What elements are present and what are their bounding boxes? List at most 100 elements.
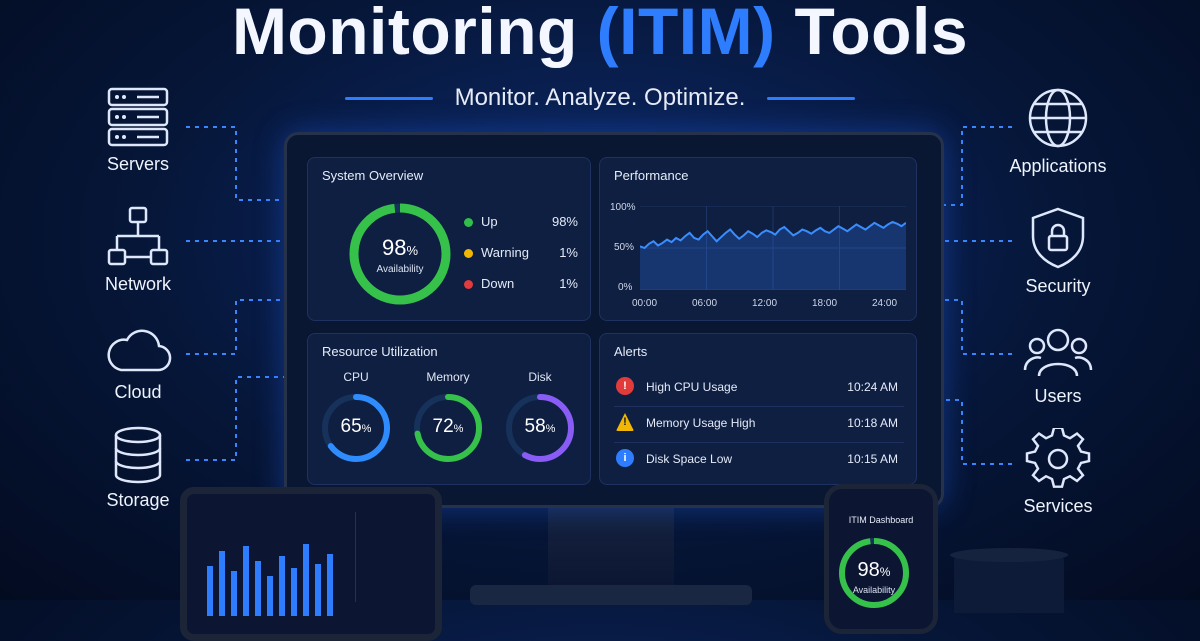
legend-value: 1% [559,245,578,260]
system-overview-panel: System Overview 98% Availability Up 98% W… [307,157,591,321]
node-cloud[interactable]: Cloud [68,320,208,403]
cpu-value: 65% [340,416,372,437]
globe-icon [1028,88,1088,148]
x-tick-label: 18:00 [812,298,838,309]
memory-value: 72% [432,416,464,437]
performance-chart [640,206,906,290]
monitor-base [470,585,752,605]
gear-icon [1025,428,1091,488]
status-dot [464,280,473,290]
x-tick-label: 06:00 [692,298,718,309]
node-storage[interactable]: Storage [68,426,208,511]
y-tick-label: 100% [610,202,636,213]
node-servers[interactable]: Servers [68,86,208,175]
shield-lock-icon [1031,207,1085,269]
panel-title: System Overview [322,168,424,183]
panel-title: Performance [614,168,689,183]
resource-utilization-panel: Resource Utilization CPU Memory Disk 65%… [307,333,591,485]
node-label: Network [104,274,171,294]
coffee-mug-rim [950,548,1068,562]
phone-availability-value: 98% [857,559,891,581]
gauge-fill [506,394,574,462]
legend-warning: Warning 1% [464,245,578,260]
legend-label: Warning [481,245,529,260]
node-services[interactable]: Services [988,428,1128,517]
performance-area [640,221,906,290]
tablet-device [180,487,442,641]
subtitle-row: Monitor. Analyze. Optimize. [0,84,1200,112]
node-users[interactable]: Users [988,324,1128,407]
performance-panel: Performance 100% 50% 0% 00:00 06:00 12:0… [599,157,917,321]
alert-time: 10:18 AM [847,416,898,430]
resource-label: Memory [426,370,470,384]
page-title: Monitoring (ITIM) Tools [231,0,969,68]
node-label: Users [1034,386,1082,406]
availability-ring [349,203,451,305]
phone-device: ITIM Dashboard 98% Availability [824,484,938,634]
node-security[interactable]: Security [988,206,1128,297]
x-tick-label: 24:00 [872,298,898,309]
y-tick-label: 0% [618,282,633,293]
alert-label: High CPU Usage [646,380,738,394]
memory-gauge [414,394,482,462]
coffee-mug [954,553,1064,613]
database-icon [114,426,162,484]
alerts-panel: Alerts ! High CPU Usage 10:24 AM ! Memor… [599,333,917,485]
node-network[interactable]: Network [68,206,208,295]
gauge-fill [322,394,390,462]
node-label: Cloud [114,382,162,402]
node-label: Services [1023,496,1093,516]
monitor-screen: System Overview 98% Availability Up 98% W… [284,132,944,508]
phone-title: ITIM Dashboard [848,515,914,525]
legend-label: Down [481,276,515,291]
subtitle-divider-left [344,96,433,100]
resource-label: Disk [528,370,552,384]
error-icon: ! [616,377,634,395]
tablet-bar-chart [207,544,333,616]
subtitle-divider-right [767,96,856,100]
legend-up: Up 98% [464,214,578,229]
status-dot [464,249,473,259]
status-dot [464,218,473,228]
x-tick-label: 00:00 [632,298,658,309]
alert-row-disk[interactable]: i Disk Space Low 10:15 AM [614,442,904,478]
legend-label: Up [481,214,498,229]
legend-value: 98% [551,214,578,229]
phone-availability-label: Availability [852,585,896,595]
node-label: Servers [106,154,169,174]
alert-label: Memory Usage High [646,416,756,430]
availability-label: Availability [376,264,424,275]
node-label: Applications [1009,156,1107,176]
page-subtitle: Monitor. Analyze. Optimize. [454,84,746,111]
cloud-icon [107,329,172,372]
disk-value: 58% [524,416,556,437]
info-icon: i [616,449,634,467]
connector-lines [186,126,1012,465]
panel-title: Alerts [614,344,648,359]
node-applications[interactable]: Applications [988,86,1128,177]
x-tick-label: 12:00 [752,298,778,309]
resource-label: CPU [343,370,369,384]
performance-series-line [640,220,906,250]
users-icon [1023,328,1093,377]
node-label: Storage [106,490,170,510]
alert-time: 10:24 AM [847,380,898,394]
tablet-side-panel [355,512,418,602]
panel-title: Resource Utilization [322,344,438,359]
alert-time: 10:15 AM [847,452,898,466]
node-label: Security [1025,276,1091,296]
alert-label: Disk Space Low [646,452,733,466]
cpu-gauge [322,394,390,462]
server-rack-icon [107,87,169,147]
legend-value: 1% [559,276,578,291]
alert-row-cpu[interactable]: ! High CPU Usage 10:24 AM [614,370,904,407]
gauge-fill [414,394,482,462]
legend-down: Down 1% [464,276,578,291]
alert-row-memory[interactable]: ! Memory Usage High 10:18 AM [614,406,904,443]
availability-value: 98% [381,235,419,260]
network-topology-icon [107,206,169,266]
disk-gauge [506,394,574,462]
y-tick-label: 50% [614,242,635,253]
monitor-stand [548,505,674,600]
warning-icon: ! [616,413,634,431]
